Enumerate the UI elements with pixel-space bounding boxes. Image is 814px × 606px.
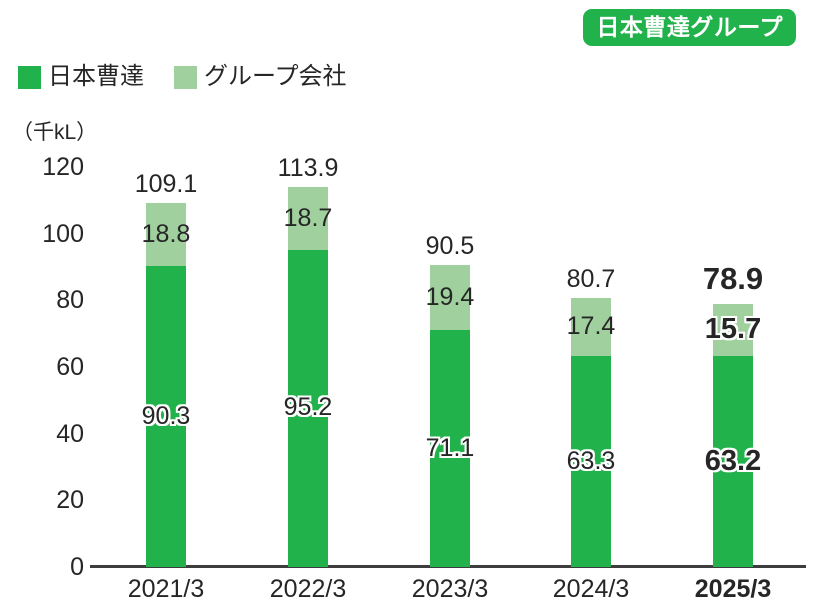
bar-group: 78.9 15.7 63.2 <box>668 0 798 606</box>
x-axis-tick-label: 2022/3 <box>269 575 347 603</box>
bar-group: 90.5 19.4 71.1 <box>385 0 515 606</box>
y-axis-tick-label: 80 <box>56 286 84 315</box>
y-axis-tick-label: 120 <box>42 153 84 181</box>
group-badge: 日本曹達グループ <box>583 9 796 46</box>
bar-segment-group-companies <box>146 203 186 266</box>
bar-segment-group-companies <box>571 298 611 356</box>
y-axis-unit-label: （千kL） <box>12 121 98 144</box>
bar-segment-group-companies <box>713 304 753 357</box>
bar-segment-nihon-soda <box>146 266 186 567</box>
bar-group: 80.7 17.4 63.3 <box>526 0 656 606</box>
bar-segment-nihon-soda <box>288 249 328 567</box>
legend-item-nihon-soda: 日本曹達 <box>18 64 144 90</box>
total-value-label: 109.1 <box>134 170 198 199</box>
group-segment-value-label: 15.7 <box>704 313 762 346</box>
y-axis-tick-label: 20 <box>56 486 84 515</box>
x-axis-tick-label: 2021/3 <box>127 575 205 603</box>
nihon-soda-segment-value-label: 63.3 <box>566 446 616 475</box>
total-value-label: 90.5 <box>425 232 475 261</box>
nihon-soda-segment-value-label: 71.1 <box>425 433 475 462</box>
y-axis-tick-label: 100 <box>42 219 84 248</box>
x-axis-tick-label: 2024/3 <box>552 575 630 603</box>
group-segment-value-label: 18.7 <box>283 203 333 232</box>
group-badge-label: 日本曹達グループ <box>596 14 783 40</box>
bar-segment-nihon-soda <box>713 356 753 567</box>
legend-swatch-group-companies <box>174 65 197 89</box>
legend: 日本曹達 グループ会社 <box>18 64 347 90</box>
nihon-soda-segment-value-label: 90.3 <box>141 401 191 430</box>
group-segment-value-label: 17.4 <box>566 312 616 340</box>
nihon-soda-segment-value-label: 95.2 <box>283 393 333 422</box>
legend-label-nihon-soda: 日本曹達 <box>48 63 144 90</box>
total-value-label: 113.9 <box>277 154 339 183</box>
y-axis-tick-label: 0 <box>70 553 84 581</box>
group-segment-value-label: 18.8 <box>141 219 191 248</box>
y-axis-tick-label: 60 <box>56 353 84 381</box>
bar-segment-group-companies <box>430 265 470 330</box>
x-axis-tick-label: 2025/3 <box>694 575 772 603</box>
nihon-soda-segment-value-label: 63.2 <box>704 444 762 477</box>
bar-group: 113.9 18.7 95.2 <box>243 0 373 606</box>
group-segment-value-label: 19.4 <box>425 282 475 311</box>
bar-segment-nihon-soda <box>571 356 611 567</box>
legend-swatch-nihon-soda <box>18 65 41 89</box>
total-value-label: 80.7 <box>566 265 616 293</box>
total-value-label: 78.9 <box>702 261 764 296</box>
bar-group: 109.1 18.8 90.3 <box>101 0 231 606</box>
legend-item-group-companies: グループ会社 <box>174 64 347 90</box>
y-axis-tick-label: 40 <box>56 419 84 448</box>
x-axis-tick-label: 2023/3 <box>411 575 489 603</box>
bar-segment-nihon-soda <box>430 330 470 567</box>
legend-label-group-companies: グループ会社 <box>204 63 347 90</box>
bar-segment-group-companies <box>288 187 328 250</box>
